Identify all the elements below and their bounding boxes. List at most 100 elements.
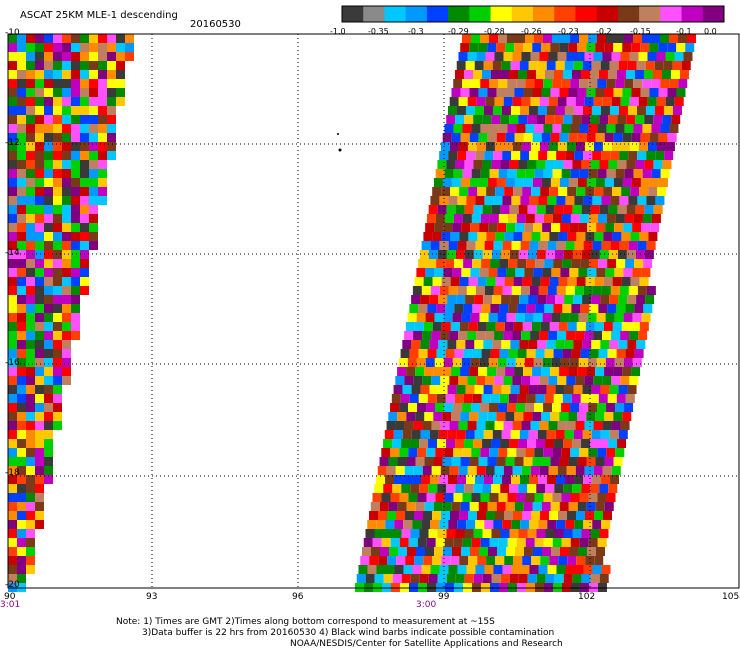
- swath-cell: [556, 565, 566, 574]
- swath-cell: [8, 439, 17, 448]
- swath-cell: [595, 178, 605, 187]
- swath-cell: [396, 511, 406, 520]
- swath-cell: [626, 250, 636, 259]
- swath-cell: [612, 322, 622, 331]
- swath-cell: [526, 304, 536, 313]
- swath-cell: [495, 277, 505, 286]
- time-label-left: 3:01: [0, 600, 21, 610]
- swath-cell: [89, 88, 98, 97]
- swath-cell: [44, 259, 53, 268]
- swath-cell: [477, 232, 487, 241]
- swath-cell: [529, 286, 539, 295]
- swath-cell: [513, 187, 523, 196]
- colorbar-swatch: [448, 6, 470, 22]
- swath-cell: [116, 70, 125, 79]
- colorbar-swatch: [469, 6, 492, 22]
- swath-cell: [579, 79, 589, 88]
- swath-cell: [26, 70, 35, 79]
- swath-cell: [487, 502, 497, 511]
- swath-cell: [609, 340, 619, 349]
- swath-cell: [365, 574, 375, 583]
- swath-cell: [98, 43, 107, 52]
- swath-cell: [35, 349, 44, 358]
- swath-cell: [625, 349, 635, 358]
- swath-cell: [504, 277, 514, 286]
- swath-cell: [468, 511, 478, 520]
- swath-cell: [35, 304, 44, 313]
- swath-cell: [500, 439, 510, 448]
- swath-cell: [642, 34, 651, 43]
- swath-cell: [589, 259, 599, 268]
- swath-cell: [502, 151, 512, 160]
- swath-cell: [616, 259, 626, 268]
- swath-cell: [387, 556, 397, 565]
- swath-cell: [502, 565, 512, 574]
- swath-cell: [17, 115, 26, 124]
- swath-cell: [455, 574, 465, 583]
- swath-cell: [44, 349, 53, 358]
- swath-cell: [602, 331, 612, 340]
- swath-cell: [505, 178, 515, 187]
- swath-cell: [62, 34, 71, 43]
- swath-cell: [501, 385, 511, 394]
- swath-cell: [482, 250, 492, 259]
- swath-cell: [451, 412, 461, 421]
- swath-cell: [449, 376, 459, 385]
- swath-cell: [374, 529, 384, 538]
- swath-cell: [622, 367, 632, 376]
- swath-cell: [53, 115, 62, 124]
- swath-cell: [633, 34, 642, 43]
- swath-cell: [685, 43, 695, 52]
- swath-cell: [8, 565, 17, 574]
- swath-cell: [460, 412, 470, 421]
- swath-cell: [538, 520, 548, 529]
- swath-cell: [653, 115, 663, 124]
- swath-cell: [381, 448, 391, 457]
- swath-cell: [62, 187, 71, 196]
- swath-cell: [44, 106, 53, 115]
- swath-cell: [497, 313, 507, 322]
- swath-cell: [374, 574, 384, 583]
- swath-cell: [590, 205, 600, 214]
- swath-cell: [548, 376, 558, 385]
- swath-cell: [453, 493, 463, 502]
- swath-cell: [581, 484, 591, 493]
- swath-cell: [562, 349, 572, 358]
- swath-cell: [26, 421, 35, 430]
- swath-cell: [390, 448, 400, 457]
- swath-cell: [26, 448, 35, 457]
- swath-cell: [416, 268, 426, 277]
- swath-cell: [623, 223, 633, 232]
- swath-cell: [507, 538, 517, 547]
- swath-cell: [594, 277, 604, 286]
- swath-cell: [472, 259, 482, 268]
- swath-cell: [457, 151, 467, 160]
- swath-cell: [539, 376, 549, 385]
- grid-lines: [8, 34, 739, 588]
- swath-cell: [572, 115, 582, 124]
- swath-cell: [496, 43, 506, 52]
- swath-cell: [565, 241, 575, 250]
- swath-cell: [563, 439, 573, 448]
- swath-cell: [577, 88, 587, 97]
- swath-cell: [476, 97, 486, 106]
- swath-cell: [98, 88, 107, 97]
- swath-cell: [460, 457, 470, 466]
- swath-cell: [638, 331, 648, 340]
- swath-cell: [44, 241, 53, 250]
- swath-cell: [412, 565, 422, 574]
- swath-cell: [615, 34, 624, 43]
- swath-cell: [582, 340, 592, 349]
- swath-cell: [370, 547, 380, 556]
- swath-cell: [17, 259, 26, 268]
- swath-cell: [572, 250, 582, 259]
- swath-cell: [44, 169, 53, 178]
- swath-cell: [590, 250, 600, 259]
- swath-cell: [570, 124, 580, 133]
- swath-cell: [62, 295, 71, 304]
- swath-cell: [462, 493, 472, 502]
- swath-cell: [603, 511, 613, 520]
- swath-cell: [500, 574, 510, 583]
- swath-cell: [397, 547, 407, 556]
- swath-cell: [507, 403, 517, 412]
